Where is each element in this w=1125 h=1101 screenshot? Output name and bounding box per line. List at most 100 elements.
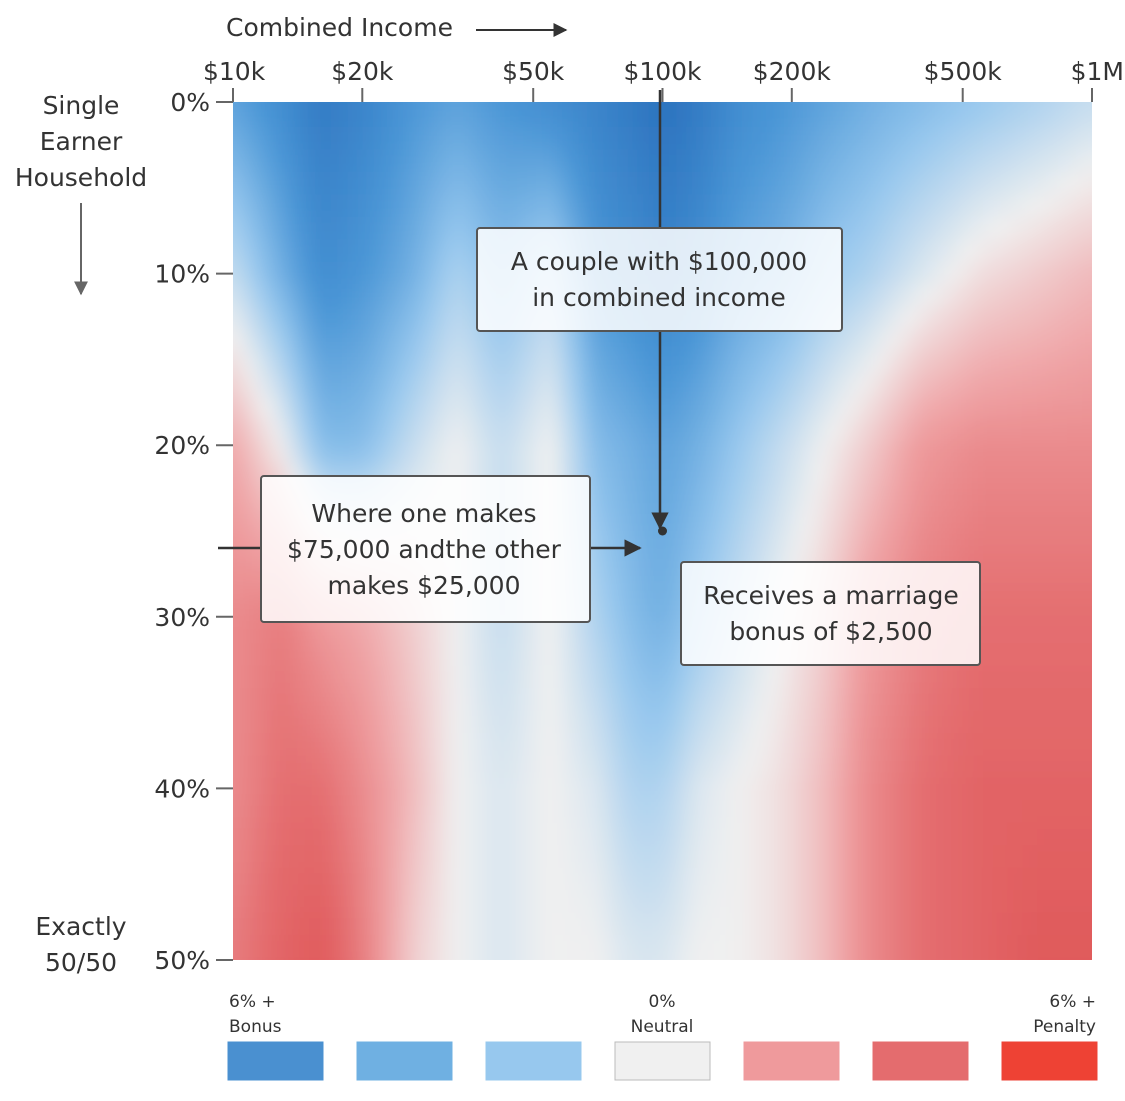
heatmap-cell — [377, 935, 394, 959]
heatmap-cell — [1082, 102, 1092, 106]
heatmap-cell — [887, 171, 904, 196]
heatmap-cell — [332, 328, 349, 353]
heatmap-cell — [407, 396, 424, 420]
heatmap-cell — [317, 284, 334, 308]
heatmap-cell — [467, 845, 484, 869]
heatmap-cell — [1067, 149, 1083, 173]
heatmap-cell — [467, 957, 484, 960]
heatmap-cell — [962, 867, 979, 892]
heatmap-cell — [632, 508, 649, 532]
heatmap-cell — [1082, 845, 1092, 869]
heatmap-cell — [497, 777, 514, 802]
heatmap-cell — [243, 755, 259, 779]
heatmap-cell — [243, 261, 259, 285]
heatmap-cell — [1007, 463, 1024, 487]
heatmap-cell — [857, 733, 874, 757]
heatmap-cell — [362, 890, 379, 914]
heatmap-cell — [407, 665, 424, 690]
heatmap-cell — [1007, 710, 1024, 734]
heatmap-cell — [977, 598, 994, 622]
heatmap-cell — [1037, 912, 1054, 936]
heatmap-cell — [257, 396, 274, 420]
heatmap-cell — [213, 194, 229, 217]
heatmap-cell — [213, 643, 229, 666]
heatmap-cell — [407, 351, 424, 375]
heatmap-cell — [392, 755, 409, 779]
heatmap-cell — [872, 845, 889, 869]
heatmap-cell — [902, 328, 919, 353]
heatmap-cell — [752, 733, 769, 757]
heatmap-cell — [452, 665, 469, 690]
heatmap-cell — [377, 261, 394, 285]
heatmap-cell — [233, 665, 244, 690]
heatmap-cell — [962, 755, 979, 779]
heatmap-cell — [362, 126, 379, 151]
heatmap-cell — [692, 102, 709, 106]
legend-swatch — [614, 1041, 711, 1081]
heatmap-cell — [857, 755, 874, 779]
heatmap-cell — [1097, 172, 1113, 195]
heatmap-cell — [1007, 194, 1024, 218]
heatmap-cell — [1037, 755, 1054, 779]
heatmap-cell — [302, 620, 319, 645]
heatmap-cell — [557, 194, 574, 218]
heatmap-cell — [1007, 441, 1024, 465]
heatmap-cell — [213, 845, 229, 868]
heatmap-cell — [707, 396, 724, 420]
heatmap-cell — [617, 351, 634, 375]
heatmap-cell — [392, 284, 409, 308]
heatmap-cell — [243, 328, 259, 353]
heatmap-cell — [422, 777, 439, 802]
heatmap-cell — [932, 102, 949, 106]
heatmap-cell — [572, 710, 589, 734]
heatmap-cell — [677, 373, 694, 398]
heatmap-cell — [947, 149, 964, 173]
heatmap-cell — [977, 553, 994, 577]
heatmap-cell — [932, 418, 949, 443]
heatmap-cell — [962, 957, 979, 960]
heatmap-cell — [887, 102, 904, 106]
heatmap-cell — [602, 418, 619, 443]
heatmap-cell — [272, 418, 289, 443]
heatmap-cell — [542, 733, 559, 757]
heatmap-cell — [782, 104, 799, 128]
heatmap-cell — [572, 890, 589, 914]
heatmap-cell — [857, 104, 874, 128]
heatmap-cell — [782, 800, 799, 824]
heatmap-cell — [542, 441, 559, 465]
heatmap-cell — [213, 239, 229, 262]
heatmap-cell — [857, 418, 874, 443]
x-tick-label: $500k — [924, 57, 1003, 86]
heatmap-cell — [332, 710, 349, 734]
heatmap-cell — [392, 665, 409, 690]
heatmap-cell — [287, 890, 304, 914]
heatmap-cell — [812, 800, 829, 824]
heatmap-cell — [962, 508, 979, 532]
heatmap-cell — [1007, 665, 1024, 690]
heatmap-cell — [692, 486, 709, 510]
heatmap-cell — [557, 620, 574, 645]
heatmap-cell — [947, 935, 964, 959]
heatmap-cell — [213, 823, 229, 846]
heatmap-cell — [1022, 102, 1039, 106]
heatmap-cell — [407, 733, 424, 757]
heatmap-cell — [842, 239, 859, 263]
heatmap-cell — [962, 216, 979, 241]
heatmap-cell — [392, 418, 409, 443]
heatmap-cell — [1082, 306, 1092, 330]
heatmap-cell — [827, 104, 844, 128]
heatmap-cell — [233, 710, 244, 734]
heatmap-cell — [707, 531, 724, 555]
heatmap-cell — [587, 890, 604, 914]
heatmap-cell — [497, 102, 514, 106]
heatmap-cell — [257, 643, 274, 667]
heatmap-cell — [407, 755, 424, 779]
heatmap-cell — [797, 531, 814, 555]
heatmap-cell — [917, 373, 934, 398]
heatmap-cell — [932, 665, 949, 690]
heatmap-cell — [1067, 328, 1083, 353]
heatmap-cell — [902, 306, 919, 330]
heatmap-cell — [647, 710, 664, 734]
heatmap-cell — [1037, 328, 1054, 353]
heatmap-cell — [422, 373, 439, 398]
